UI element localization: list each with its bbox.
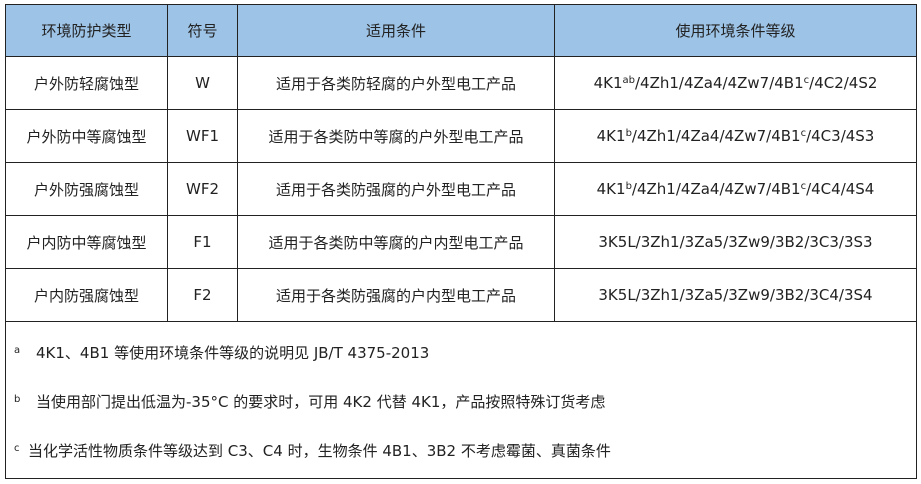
footnote-b: b 当使用部门提出低温为-35°C 的要求时，可用 4K2 代替 4K1，产品按照… <box>6 375 916 424</box>
table-row: 户外防中等腐蚀型 WF1 适用于各类防中等腐的户外型电工产品 4K1b/4Zh1/4Z… <box>5 109 917 163</box>
grade-text: /4Zh1/4Za4/4Zw7/4B1 <box>631 127 801 145</box>
grade-text: /4Zh1/4Za4/4Zw7/4B1 <box>634 74 804 92</box>
footnotes-row: a 4K1、4B1 等使用环境条件等级的说明见 JB/T 4375-2013 b 当… <box>5 321 917 479</box>
grade-text: 4K1 <box>593 74 623 92</box>
cell-type: 户外防中等腐蚀型 <box>5 109 168 163</box>
header-type: 环境防护类型 <box>5 4 168 57</box>
grade-text: 3K5L/3Zh1/3Za5/3Zw9/3B2/3C3/3S3 <box>598 233 873 251</box>
table-row: 户外防强腐蚀型 WF2 适用于各类防强腐的户外型电工产品 4K1b/4Zh1/4Za4… <box>5 162 917 216</box>
cell-condition: 适用于各类防中等腐的户内型电工产品 <box>237 215 555 269</box>
cell-condition: 适用于各类防轻腐的户外型电工产品 <box>237 56 555 110</box>
grade-text: 3K5L/3Zh1/3Za5/3Zw9/3B2/3C4/3S4 <box>598 286 873 304</box>
footnote-ref: c <box>803 75 810 86</box>
cell-symbol: WF1 <box>167 109 238 163</box>
cell-condition: 适用于各类防强腐的户外型电工产品 <box>237 162 555 216</box>
cell-type: 户内防中等腐蚀型 <box>5 215 168 269</box>
cell-symbol: F2 <box>167 268 238 322</box>
table-row: 户内防强腐蚀型 F2 适用于各类防强腐的户内型电工产品 3K5L/3Zh1/3Za5/… <box>5 268 917 322</box>
cell-symbol: F1 <box>167 215 238 269</box>
footnote-c: c 当化学活性物质条件等级达到 C3、C4 时，生物条件 4B1、3B2 不考虑霉… <box>6 424 916 473</box>
header-condition: 适用条件 <box>237 4 555 57</box>
cell-symbol: WF2 <box>167 162 238 216</box>
grade-text: /4C4/4S4 <box>806 180 875 198</box>
header-symbol: 符号 <box>167 4 238 57</box>
cell-type: 户外防轻腐蚀型 <box>5 56 168 110</box>
cell-grade: 3K5L/3Zh1/3Za5/3Zw9/3B2/3C4/3S4 <box>554 268 917 322</box>
footnote-mark: a <box>14 345 21 356</box>
header-row: 环境防护类型 符号 适用条件 使用环境条件等级 <box>5 4 917 57</box>
footnote-text: 4K1、4B1 等使用环境条件等级的说明见 JB/T 4375-2013 <box>36 344 430 362</box>
grade-text: /4Zh1/4Za4/4Zw7/4B1 <box>631 180 801 198</box>
footnote-ref: c <box>800 128 807 139</box>
grade-text: /4C2/4S2 <box>809 74 878 92</box>
footnote-ref: c <box>800 181 807 192</box>
footnote-text: 当化学活性物质条件等级达到 C3、C4 时，生物条件 4B1、3B2 不考虑霉菌… <box>28 442 611 460</box>
cell-grade: 4K1b/4Zh1/4Za4/4Zw7/4B1c/4C3/4S3 <box>554 109 917 163</box>
header-grade: 使用环境条件等级 <box>554 4 917 57</box>
grade-text: 4K1 <box>596 180 626 198</box>
cell-type: 户内防强腐蚀型 <box>5 268 168 322</box>
grade-text: 4K1 <box>596 127 626 145</box>
footnote-ref: b <box>625 128 632 139</box>
footnote-ref: b <box>625 181 632 192</box>
cell-grade: 4K1b/4Zh1/4Za4/4Zw7/4B1c/4C4/4S4 <box>554 162 917 216</box>
cell-condition: 适用于各类防强腐的户内型电工产品 <box>237 268 555 322</box>
cell-grade: 3K5L/3Zh1/3Za5/3Zw9/3B2/3C3/3S3 <box>554 215 917 269</box>
environment-protection-table: 环境防护类型 符号 适用条件 使用环境条件等级 户外防轻腐蚀型 W 适用于各类防轻腐… <box>5 4 917 479</box>
cell-symbol: W <box>167 56 238 110</box>
cell-grade: 4K1ab/4Zh1/4Za4/4Zw7/4B1c/4C2/4S2 <box>554 56 917 110</box>
table-row: 户外防轻腐蚀型 W 适用于各类防轻腐的户外型电工产品 4K1ab/4Zh1/4Za4/… <box>5 56 917 110</box>
table-row: 户内防中等腐蚀型 F1 适用于各类防中等腐的户内型电工产品 3K5L/3Zh1/3Za… <box>5 215 917 269</box>
cell-type: 户外防强腐蚀型 <box>5 162 168 216</box>
cell-condition: 适用于各类防中等腐的户外型电工产品 <box>237 109 555 163</box>
footnote-a: a 4K1、4B1 等使用环境条件等级的说明见 JB/T 4375-2013 <box>6 326 916 375</box>
footnote-ref: ab <box>622 75 635 86</box>
footnote-mark: b <box>14 394 21 405</box>
footnote-text: 当使用部门提出低温为-35°C 的要求时，可用 4K2 代替 4K1，产品按照特… <box>36 393 606 411</box>
footnote-mark: c <box>14 443 20 454</box>
footnotes: a 4K1、4B1 等使用环境条件等级的说明见 JB/T 4375-2013 b 当… <box>5 321 917 479</box>
grade-text: /4C3/4S3 <box>806 127 875 145</box>
